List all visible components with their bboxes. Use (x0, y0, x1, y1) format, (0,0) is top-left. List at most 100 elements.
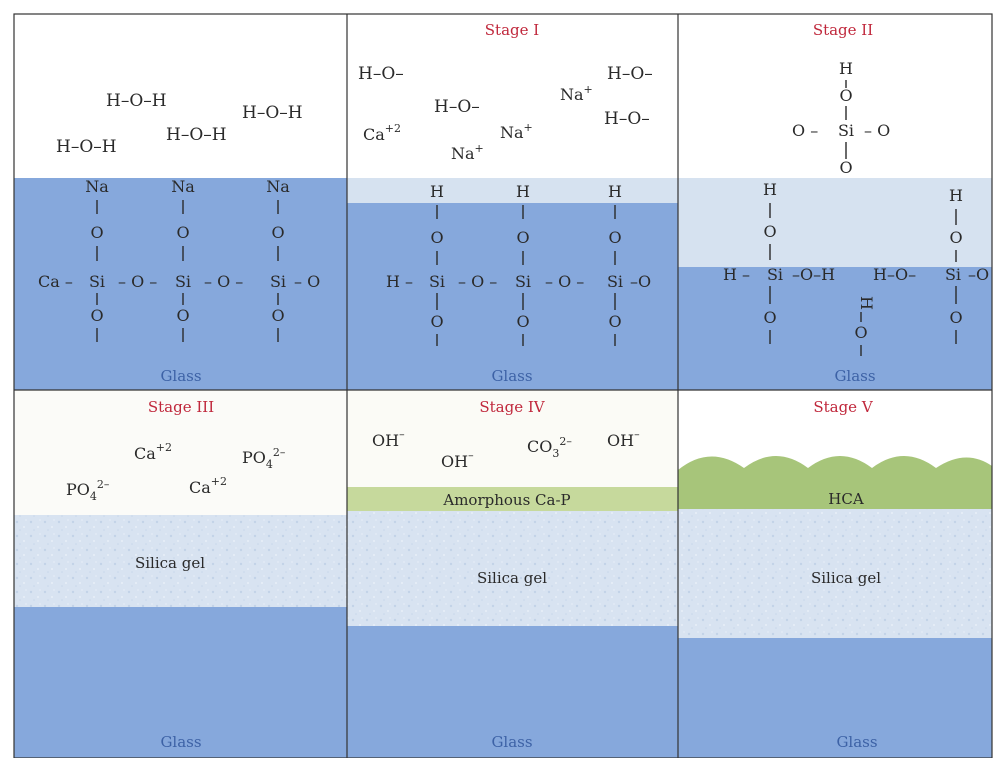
stage-4-title: Stage IV (479, 398, 545, 416)
oxygen-label: O (763, 308, 776, 327)
hydroxyl-group: H–O– (358, 64, 404, 84)
sodium-label: Na (85, 177, 109, 196)
panel-1-water: H–O–H H–O–H H–O–H H–O–H (56, 91, 303, 157)
panel-4-ions: Ca+2 Ca+2 PO42– PO42– (66, 441, 286, 503)
sodium-ion: Na+ (560, 83, 593, 104)
oxygen-label: O (854, 323, 867, 342)
calcium-ion: Ca+2 (134, 441, 172, 463)
water-molecule: H–O–H (242, 103, 303, 123)
oxygen-label: – O (864, 121, 890, 140)
water-molecule: H–O–H (166, 125, 227, 145)
oxygen-label: O (430, 228, 443, 247)
oxygen-label: O (271, 306, 284, 325)
stage-titles: Stage I Stage II Stage III Stage IV Stag… (148, 21, 874, 416)
panel-3-detached-silanol: H O Si O O – – O (792, 59, 890, 177)
hydroxyl-group: H–O– (604, 109, 650, 129)
rotated-hydrogen: H (857, 296, 876, 310)
glass-labels: Glass Glass Glass Glass Glass Glass (160, 367, 877, 751)
water-molecule: H–O–H (106, 91, 167, 111)
bridging-oxygen: – O – (545, 272, 584, 291)
silicon-label: Si (89, 272, 105, 291)
panel-5-ca-p-layer (347, 487, 678, 511)
terminal-oxygen: –O (968, 265, 989, 284)
panel-3-solution (678, 14, 992, 178)
hca-label: HCA (828, 490, 864, 508)
silicon-label: Si (175, 272, 191, 291)
panel-2-glass (347, 203, 678, 390)
oxygen-label: O (949, 308, 962, 327)
stage-3-title: Stage III (148, 398, 214, 416)
backgrounds (14, 14, 992, 758)
oxygen-label: O (949, 228, 962, 247)
stage-2-title: Stage II (813, 21, 873, 39)
panel-4-glass (14, 607, 347, 758)
hydroxyl-group: H–O– (434, 97, 480, 117)
panel-5-glass (347, 626, 678, 758)
stage-1-title: Stage I (485, 21, 539, 39)
oxygen-label: O (608, 228, 621, 247)
oxygen-label: O (763, 222, 776, 241)
amorphous-ca-p-label: Amorphous Ca-P (442, 491, 570, 509)
panel-6-silica-gel (678, 509, 992, 638)
hydrogen-label: H (763, 180, 777, 199)
glass-label-4: Glass (160, 733, 201, 751)
panel-3-silicate-network: H O H O Si Si O O O H – –O–H H–O– –O H (723, 180, 989, 356)
glass-label-2: Glass (491, 367, 532, 385)
oxygen-label: O (90, 306, 103, 325)
panel-6-glass (678, 638, 992, 758)
hydrogen-label: H (516, 182, 530, 201)
glass-label-1: Glass (160, 367, 201, 385)
hydrogen-chain-start: H – (723, 265, 750, 284)
panel-3-glass (678, 267, 992, 390)
panel-2-leached-layer (347, 178, 678, 203)
sodium-label: Na (266, 177, 290, 196)
panel-3-bonds (769, 203, 957, 356)
oxygen-label: O (90, 223, 103, 242)
oxygen-label: O (608, 312, 621, 331)
silica-gel-label: Silica gel (477, 569, 547, 587)
hydroxyl-group: H–O– (607, 64, 653, 84)
oxygen-label: O – (792, 121, 818, 140)
panel-6-hca-domes (678, 456, 992, 509)
panel-5-silica-gel (347, 511, 678, 626)
water-molecule: H–O–H (56, 137, 117, 157)
sodium-label: Na (171, 177, 195, 196)
terminal-oxygen: –O (630, 272, 651, 291)
calcium-ion: Ca+2 (363, 122, 401, 144)
hydrogen-label: H (839, 59, 853, 78)
glass-label-5: Glass (491, 733, 532, 751)
silicon-label: Si (838, 121, 854, 140)
oxygen-label: O (176, 306, 189, 325)
calcium-chain-start: Ca – (38, 272, 73, 291)
sodium-ion: Na+ (451, 142, 484, 163)
hydrogen-label: H (608, 182, 622, 201)
panel-1-silicate-network: Na Na Na O O O Si Si Si O O O Ca – – O –… (38, 177, 320, 342)
silicon-label: Si (429, 272, 445, 291)
panel-4-solution (14, 390, 347, 515)
silanol-group: –O–H (792, 265, 835, 284)
panel-4-silica-gel (14, 515, 347, 607)
panel-1-solution (14, 14, 347, 178)
hydroxide-ion: OH– (607, 428, 640, 450)
oxygen-label: O (516, 312, 529, 331)
stage-5-title: Stage V (813, 398, 873, 416)
bridging-oxygen: – O – (118, 272, 157, 291)
terminal-oxygen: – O (294, 272, 320, 291)
panel-5-solution (347, 390, 678, 487)
panel-2-solution (347, 14, 678, 178)
glass-label-3: Glass (834, 367, 875, 385)
silicon-label: Si (607, 272, 623, 291)
sodium-ion: Na+ (500, 121, 533, 142)
phosphate-ion: PO42– (242, 446, 286, 471)
panel-2-silicate-network: H H H O O O Si Si Si O O O H – – O – – O… (386, 182, 651, 346)
silica-gel-label: Silica gel (135, 554, 205, 572)
silicon-label: Si (515, 272, 531, 291)
oxygen-label: O (271, 223, 284, 242)
oxygen-label: O (839, 158, 852, 177)
silicon-label: Si (945, 265, 961, 284)
oxygen-label: O (176, 223, 189, 242)
oxygen-label: O (516, 228, 529, 247)
panel-1-bonds (96, 200, 279, 342)
